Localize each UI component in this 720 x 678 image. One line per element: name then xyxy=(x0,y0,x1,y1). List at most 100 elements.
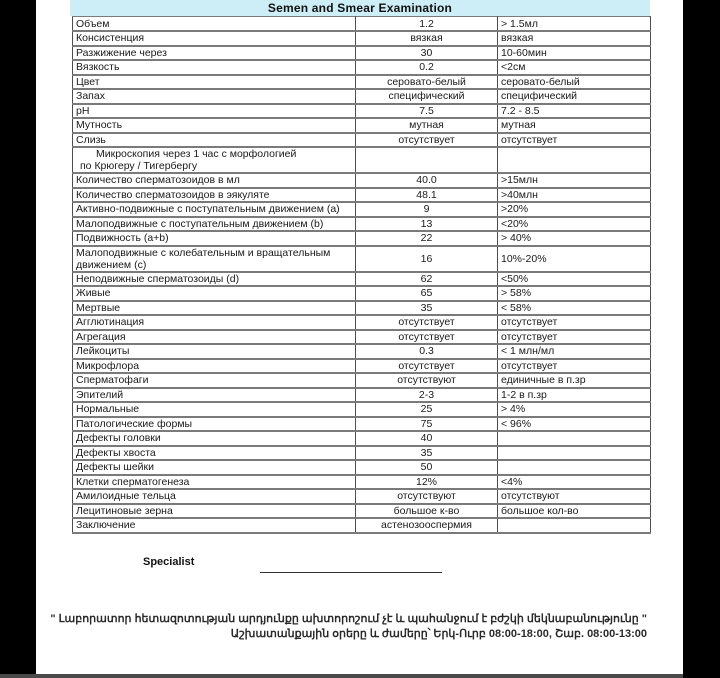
param-value-cell: большое к-во xyxy=(355,503,498,519)
table-row: Объем 1.2 > 1.5мл xyxy=(72,16,651,32)
param-ref-cell: 10%-20% xyxy=(497,245,651,273)
footer-disclaimer: " Լաբորատոր հետազոտության արդյունքը ախտո… xyxy=(36,612,647,642)
param-name-cell: Неподвижные сперматозоиды (d) xyxy=(72,271,356,287)
param-value-cell: 65 xyxy=(355,286,498,302)
table-row: Лейкоциты 0.3 < 1 млн/мл xyxy=(72,344,651,360)
letterbox-left xyxy=(0,0,36,674)
table-row: Разжижение через 30 10-60мин xyxy=(72,45,651,61)
param-value-cell: 9 xyxy=(355,202,498,218)
param-ref-cell: серовато-белый xyxy=(497,74,651,90)
table-row: Агрегация отсутствует отсутствует xyxy=(72,329,651,345)
table-row: Неподвижные сперматозоиды (d) 62 <50% xyxy=(72,271,651,287)
param-ref-cell: отсутствуют xyxy=(497,489,651,505)
param-ref-cell: большое кол-во xyxy=(497,503,651,519)
table-row: Нормальные 25 > 4% xyxy=(72,402,651,418)
param-name-cell: Амилоидные тельца xyxy=(72,489,356,505)
param-ref-cell: <4% xyxy=(497,474,651,490)
table-row: Эпителий 2-3 1-2 в п.зр xyxy=(72,387,651,403)
table-row: Дефекты хвоста 35 xyxy=(72,445,651,461)
table-row: Запах специфический специфический xyxy=(72,89,651,105)
param-value-cell: 30 xyxy=(355,45,498,61)
param-name-cell: Малоподвижные с колебательным и вращател… xyxy=(72,245,356,273)
table-row: Сперматофаги отсутствуют единичные в п.з… xyxy=(72,373,651,389)
param-value-cell: 48.1 xyxy=(355,187,498,203)
table-row: Слизь отсутствует отсутствует xyxy=(72,132,651,148)
param-value-cell: отсутствует xyxy=(355,358,498,374)
param-ref-cell: <2см xyxy=(497,60,651,76)
param-value-cell: 50 xyxy=(355,460,498,476)
param-ref-cell xyxy=(497,445,651,461)
param-ref-cell: отсутствует xyxy=(497,315,651,331)
table-row: Консистенция вязкая вязкая xyxy=(72,31,651,47)
param-ref-cell: отсутствует xyxy=(497,329,651,345)
param-name-cell: Вязкость xyxy=(72,60,356,76)
param-value-cell: отсутствуют xyxy=(355,489,498,505)
table-row: Клетки сперматогенеза 12% <4% xyxy=(72,474,651,490)
param-value-cell: 25 xyxy=(355,402,498,418)
table-row: Дефекты головки 40 xyxy=(72,431,651,447)
param-value-cell: 0.2 xyxy=(355,60,498,76)
param-value-cell: 40 xyxy=(355,431,498,447)
param-ref-cell: 7.2 - 8.5 xyxy=(497,103,651,119)
param-value-cell: 12% xyxy=(355,474,498,490)
param-name-cell: Микрофлора xyxy=(72,358,356,374)
param-value-cell: 13 xyxy=(355,216,498,232)
exam-table-body: Объем 1.2 > 1.5мл Консистенция вязкая вя… xyxy=(72,16,651,534)
param-name-cell: Живые xyxy=(72,286,356,302)
table-row: Малоподвижные с поступательным движением… xyxy=(72,216,651,232)
param-ref-cell xyxy=(497,147,651,174)
table-row: Заключение астенозооспермия xyxy=(72,518,651,534)
param-ref-cell: 10-60мин xyxy=(497,45,651,61)
param-value-cell: отсутствуют xyxy=(355,373,498,389)
param-value-cell: отсутствует xyxy=(355,132,498,148)
param-ref-cell: отсутствует xyxy=(497,132,651,148)
param-value-cell xyxy=(355,147,498,174)
param-name-cell: Активно-подвижные с поступательным движе… xyxy=(72,202,356,218)
param-ref-cell: специфический xyxy=(497,89,651,105)
table-row: Амилоидные тельца отсутствуют отсутствую… xyxy=(72,489,651,505)
param-ref-cell xyxy=(497,431,651,447)
param-ref-cell: мутная xyxy=(497,118,651,134)
param-ref-cell: отсутствует xyxy=(497,358,651,374)
report-title: Semen and Smear Examination xyxy=(267,1,453,15)
param-value-cell: мутная xyxy=(355,118,498,134)
param-name-cell: Малоподвижные с поступательным движением… xyxy=(72,216,356,232)
param-name-cell: Консистенция xyxy=(72,31,356,47)
param-value-cell: 1.2 xyxy=(355,16,498,32)
exam-results-table: Объем 1.2 > 1.5мл Консистенция вязкая вя… xyxy=(72,16,651,534)
table-row: Количество сперматозоидов в мл 40.0 >15м… xyxy=(72,173,651,189)
report-title-band: Semen and Smear Examination xyxy=(70,0,650,16)
letterbox-right xyxy=(683,0,720,678)
param-name-cell: Мутность xyxy=(72,118,356,134)
param-name-cell: Лейкоциты xyxy=(72,344,356,360)
table-row: Подвижность (a+b) 22 > 40% xyxy=(72,231,651,247)
table-row: Активно-подвижные с поступательным движе… xyxy=(72,202,651,218)
param-value-cell: отсутствует xyxy=(355,315,498,331)
param-name-cell: Слизь xyxy=(72,132,356,148)
param-ref-cell: единичные в п.зр xyxy=(497,373,651,389)
param-ref-cell: > 4% xyxy=(497,402,651,418)
param-name-cell: Цвет xyxy=(72,74,356,90)
bottom-bar xyxy=(0,674,683,678)
param-name-cell: Дефекты шейки xyxy=(72,460,356,476)
param-name-cell: Разжижение через xyxy=(72,45,356,61)
param-ref-cell: > 40% xyxy=(497,231,651,247)
table-row: Патологические формы 75 < 96% xyxy=(72,416,651,432)
param-ref-cell: <50% xyxy=(497,271,651,287)
param-name-cell: Агглютинация xyxy=(72,315,356,331)
param-ref-cell: <20% xyxy=(497,216,651,232)
param-value-cell: вязкая xyxy=(355,31,498,47)
param-value-cell: 35 xyxy=(355,445,498,461)
param-name-cell: pH xyxy=(72,103,356,119)
table-row: Лецитиновые зерна большое к-во большое к… xyxy=(72,503,651,519)
table-row: Живые 65 > 58% xyxy=(72,286,651,302)
param-value-cell: 75 xyxy=(355,416,498,432)
specialist-signature-line xyxy=(260,572,442,573)
table-row: Малоподвижные с колебательным и вращател… xyxy=(72,245,651,273)
table-row: Микрофлора отсутствует отсутствует xyxy=(72,358,651,374)
table-row: Вязкость 0.2 <2см xyxy=(72,60,651,76)
param-name-cell: Количество сперматозоидов в мл xyxy=(72,173,356,189)
param-name-cell: Агрегация xyxy=(72,329,356,345)
param-name-cell: Мертвые xyxy=(72,300,356,316)
table-row: pH 7.5 7.2 - 8.5 xyxy=(72,103,651,119)
